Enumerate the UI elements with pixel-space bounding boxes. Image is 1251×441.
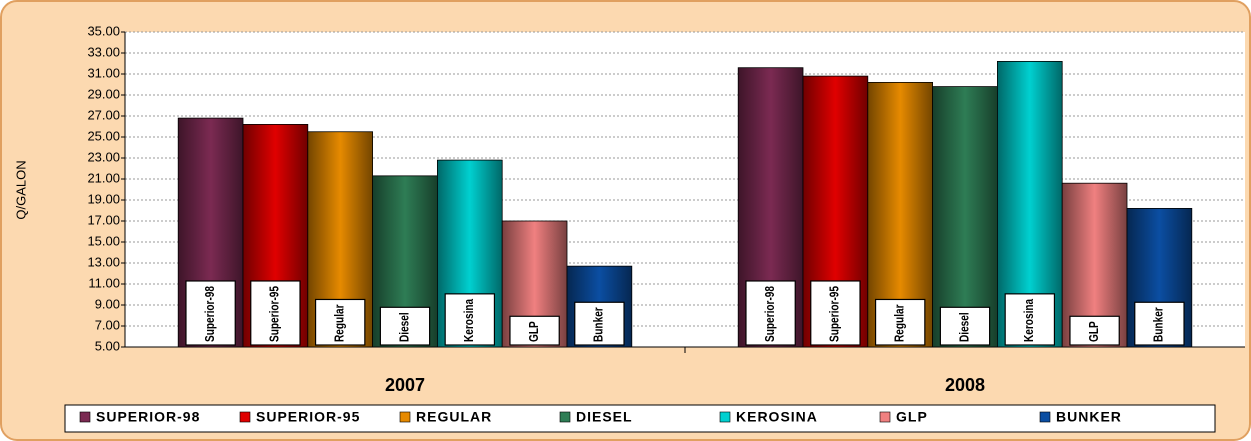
legend-marker [399,411,411,423]
bar-label-box [1069,315,1120,346]
legend-label: REGULAR [416,409,492,425]
bar-label-box [1134,301,1185,346]
bar-label: Regular [892,304,906,342]
legend-marker [719,411,731,423]
y-tick-label: 33.00 [87,44,120,59]
y-tick-label: 5.00 [95,338,120,353]
legend-label: GLP [896,409,928,425]
bar-label: Diesel [397,312,411,342]
bar-label: Kerosina [1022,298,1036,342]
bar-label-box [250,280,301,346]
legend-marker [239,411,251,423]
bar-label: Bunker [1151,307,1165,342]
x-tick-label: 2008 [945,375,985,395]
legend-marker [79,411,91,423]
y-tick-label: 23.00 [87,149,120,164]
y-tick-label: 27.00 [87,107,120,122]
bar-label: Kerosina [462,298,476,342]
bar-label-box [444,293,496,346]
x-tick-label: 2007 [385,375,425,395]
y-tick-label: 7.00 [95,317,120,332]
legend-label: KEROSINA [736,409,818,425]
y-tick-label: 15.00 [87,233,120,248]
bar-label-box [509,315,560,346]
y-tick-label: 29.00 [87,86,120,101]
legend-marker [559,411,571,423]
y-tick-label: 31.00 [87,65,120,80]
legend-label: SUPERIOR-95 [256,409,360,425]
bar-label-box [745,280,796,346]
y-tick-label: 21.00 [87,170,120,185]
bar-label-box [1004,293,1056,346]
y-tick-label: 13.00 [87,254,120,269]
y-tick-label: 9.00 [95,296,120,311]
bar-label-box [939,306,991,346]
bar-label: Superior-98 [763,286,777,342]
y-tick-label: 35.00 [87,23,120,38]
bar-label: GLP [527,321,541,342]
y-tick-label: 19.00 [87,191,120,206]
legend-label: BUNKER [1056,409,1122,425]
y-tick-label: 17.00 [87,212,120,227]
bar-label-box [810,280,861,346]
bar-label: Diesel [957,312,971,342]
bar-label-box [314,298,366,346]
bar-label-box [574,301,625,346]
bar-label: Superior-98 [203,286,217,342]
bar-label: GLP [1087,321,1101,342]
bar-label-box [874,298,926,346]
legend-label: DIESEL [576,409,633,425]
bar-shade [932,86,998,347]
y-axis-label: Q/GALON [13,160,28,219]
legend-label: SUPERIOR-98 [96,409,200,425]
bar-label-box [185,280,236,346]
y-tick-label: 25.00 [87,128,120,143]
bar-label: Superior-95 [827,286,841,342]
legend-marker [879,411,891,423]
bar-label: Bunker [591,307,605,342]
legend [64,404,1216,433]
y-tick-label: 11.00 [88,275,120,290]
bar-label-box [379,306,431,346]
legend-marker [1039,411,1051,423]
bar-label: Regular [332,304,346,342]
bar-label: Superior-95 [267,286,281,342]
